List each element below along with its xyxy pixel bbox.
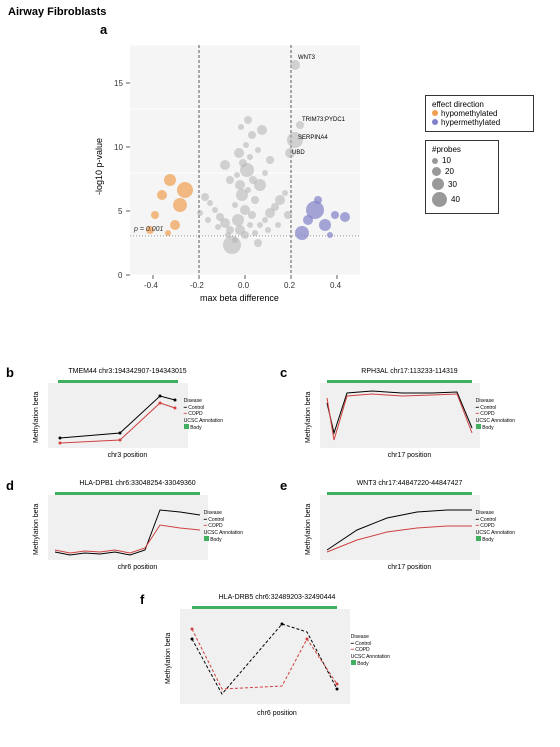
gene-label: SERPINA4 xyxy=(298,135,328,141)
subplot-b: TMEM44 chr3:194342907-194343015 Methylat… xyxy=(30,378,225,463)
subplot-c: RPH3AL chr17:113233-114319 Methylation b… xyxy=(302,378,517,463)
ytick: 0 xyxy=(118,271,122,280)
legend-title: #probes xyxy=(432,145,492,154)
xlabel-a: max beta difference xyxy=(200,293,279,303)
xlabel: chr6 position xyxy=(30,564,245,571)
xtick: -0.2 xyxy=(190,281,204,290)
legend-item: 20 xyxy=(432,167,492,176)
legend-item: 10 xyxy=(432,156,492,165)
gene-label: UBD xyxy=(292,150,305,156)
panel-label-e: e xyxy=(280,478,287,493)
gene-label: TRIM73;PYDC1 xyxy=(302,117,345,123)
subplot-title: HLA-DPB1 chr6:33048254-33049360 xyxy=(30,480,245,487)
ylabel: Methylation beta xyxy=(305,392,312,443)
subplot-d: HLA-DPB1 chr6:33048254-33049360 Methylat… xyxy=(30,490,245,575)
ylabel: Methylation beta xyxy=(33,392,40,443)
subplot-title: HLA-DRB5 chr6:32489203-32490444 xyxy=(162,594,392,601)
pvalue-label: p = 0.001 xyxy=(134,226,163,233)
legend-item: hypermethylated xyxy=(432,118,527,127)
figure-title: Airway Fibroblasts xyxy=(8,6,106,18)
ytick: 10 xyxy=(114,143,123,152)
ytick: 15 xyxy=(114,79,123,88)
subplot-title: RPH3AL chr17:113233-114319 xyxy=(302,368,517,375)
xlabel: chr3 position xyxy=(30,452,225,459)
xtick: 0.0 xyxy=(238,281,249,290)
xlabel: chr17 position xyxy=(302,452,517,459)
panel-label-c: c xyxy=(280,365,287,380)
ytick: 5 xyxy=(118,207,122,216)
ylabel: Methylation beta xyxy=(305,504,312,555)
xtick: 0.2 xyxy=(284,281,295,290)
subplot-title: WNT3 chr17:44847220-44847427 xyxy=(302,480,517,487)
legend-title: effect direction xyxy=(432,100,527,109)
xtick: -0.4 xyxy=(144,281,158,290)
subplot-legend: Disease ━ Control ━ COPD UCSC Annotation… xyxy=(184,398,223,432)
subplot-legend: Disease ━ Control ━ COPD UCSC Annotation… xyxy=(351,634,390,668)
xtick: 0.4 xyxy=(330,281,341,290)
subplot-legend: Disease ━ Control ━ COPD UCSC Annotation… xyxy=(476,398,515,432)
subplot-e: WNT3 chr17:44847220-44847427 Methylation… xyxy=(302,490,517,575)
legend-item: 40 xyxy=(432,192,492,207)
legend-item: 30 xyxy=(432,178,492,190)
ylabel: Methylation beta xyxy=(165,633,172,684)
scatter-panel-a: -0.4 -0.2 0.0 0.2 0.4 0 5 10 15 max beta… xyxy=(90,35,380,305)
subplot-legend: Disease ━ Control ━ COPD UCSC Annotation… xyxy=(476,510,515,544)
panel-label-b: b xyxy=(6,365,14,380)
legend-probes: #probes 10 20 30 40 xyxy=(425,140,499,214)
panel-label-f: f xyxy=(140,592,144,607)
panel-label-d: d xyxy=(6,478,14,493)
subplot-legend: Disease ━ Control ━ COPD UCSC Annotation… xyxy=(204,510,243,544)
xlabel: chr6 position xyxy=(162,710,392,717)
subplot-title: TMEM44 chr3:194342907-194343015 xyxy=(30,368,225,375)
ylabel: Methylation beta xyxy=(33,504,40,555)
gene-label: WNT3 xyxy=(298,55,315,61)
legend-effect-direction: effect direction hypomethylated hypermet… xyxy=(425,95,534,132)
subplot-f: HLA-DRB5 chr6:32489203-32490444 Methylat… xyxy=(162,604,392,724)
xlabel: chr17 position xyxy=(302,564,517,571)
legend-item: hypomethylated xyxy=(432,109,527,118)
ylabel-a: -log10 p-value xyxy=(94,138,104,195)
